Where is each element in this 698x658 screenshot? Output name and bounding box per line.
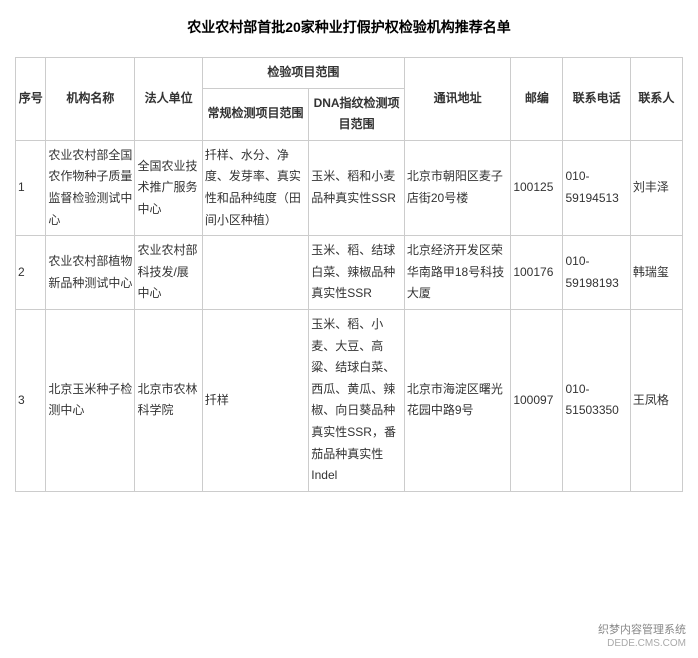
cell-seq: 1	[16, 140, 46, 235]
cell-routine	[202, 236, 308, 310]
header-legal: 法人单位	[135, 58, 202, 141]
cell-org: 北京玉米种子检测中心	[46, 309, 135, 491]
cell-legal: 北京市农林科学院	[135, 309, 202, 491]
cell-tel: 010-59198193	[563, 236, 630, 310]
table-row: 2 农业农村部植物新品种测试中心 农业农村部科技发/展中心 玉米、稻、结球白菜、…	[16, 236, 683, 310]
cell-legal: 农业农村部科技发/展中心	[135, 236, 202, 310]
cell-zip: 100176	[511, 236, 563, 310]
watermark-cn: 织梦内容管理系统	[598, 623, 686, 637]
header-scope-group: 检验项目范围	[202, 58, 404, 89]
cell-dna: 玉米、稻和小麦品种真实性SSR	[309, 140, 405, 235]
watermark-en: DEDE.CMS.COM	[598, 637, 686, 650]
cell-contact: 韩瑞玺	[630, 236, 682, 310]
cell-addr: 北京经济开发区荣华南路甲18号科技大厦	[404, 236, 510, 310]
cell-tel: 010-59194513	[563, 140, 630, 235]
cell-zip: 100097	[511, 309, 563, 491]
header-tel: 联系电话	[563, 58, 630, 141]
cell-addr: 北京市朝阳区麦子店街20号楼	[404, 140, 510, 235]
cell-seq: 3	[16, 309, 46, 491]
header-seq: 序号	[16, 58, 46, 141]
institutions-table: 序号 机构名称 法人单位 检验项目范围 通讯地址 邮编 联系电话 联系人 常规检…	[15, 57, 683, 492]
cell-dna: 玉米、稻、结球白菜、辣椒品种真实性SSR	[309, 236, 405, 310]
header-zip: 邮编	[511, 58, 563, 141]
cell-tel: 010-51503350	[563, 309, 630, 491]
cell-org: 农业农村部植物新品种测试中心	[46, 236, 135, 310]
cell-contact: 刘丰泽	[630, 140, 682, 235]
header-org: 机构名称	[46, 58, 135, 141]
page-title: 农业农村部首批20家种业打假护权检验机构推荐名单	[15, 12, 683, 37]
cell-org: 农业农村部全国农作物种子质量监督检验测试中心	[46, 140, 135, 235]
cell-addr: 北京市海淀区曙光花园中路9号	[404, 309, 510, 491]
header-dna: DNA指纹检测项目范围	[309, 88, 405, 140]
watermark: 织梦内容管理系统 DEDE.CMS.COM	[598, 623, 686, 650]
cell-zip: 100125	[511, 140, 563, 235]
header-contact: 联系人	[630, 58, 682, 141]
table-row: 3 北京玉米种子检测中心 北京市农林科学院 扦样 玉米、稻、小麦、大豆、高粱、结…	[16, 309, 683, 491]
header-addr: 通讯地址	[404, 58, 510, 141]
cell-routine: 扦样	[202, 309, 308, 491]
cell-dna: 玉米、稻、小麦、大豆、高粱、结球白菜、西瓜、黄瓜、辣椒、向日葵品种真实性SSR，…	[309, 309, 405, 491]
table-row: 1 农业农村部全国农作物种子质量监督检验测试中心 全国农业技术推广服务中心 扦样…	[16, 140, 683, 235]
cell-routine: 扦样、水分、净度、发芽率、真实性和品种纯度（田间小区种植）	[202, 140, 308, 235]
cell-contact: 王凤格	[630, 309, 682, 491]
cell-legal: 全国农业技术推广服务中心	[135, 140, 202, 235]
header-routine: 常规检测项目范围	[202, 88, 308, 140]
cell-seq: 2	[16, 236, 46, 310]
